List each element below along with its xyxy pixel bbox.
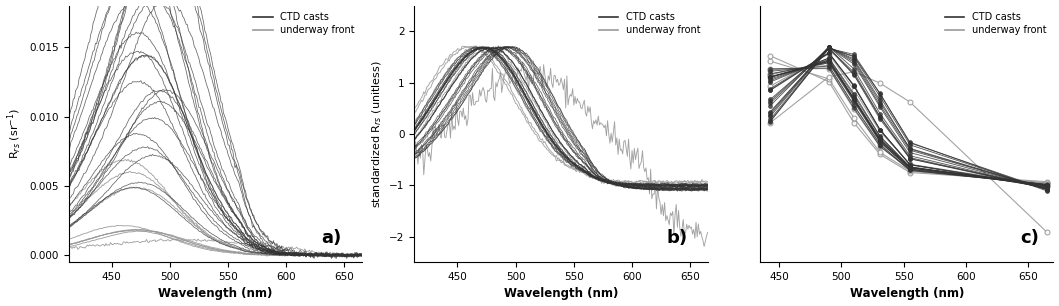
Text: a): a) [321,229,341,247]
X-axis label: Wavelength (nm): Wavelength (nm) [504,287,618,300]
X-axis label: Wavelength (nm): Wavelength (nm) [158,287,272,300]
Y-axis label: R$_{rs}$ (sr$^{-1}$): R$_{rs}$ (sr$^{-1}$) [5,108,23,159]
Legend: CTD casts, underway front: CTD casts, underway front [251,10,357,37]
Y-axis label: standardized R$_{rs}$ (unitless): standardized R$_{rs}$ (unitless) [371,60,383,208]
Legend: CTD casts, underway front: CTD casts, underway front [597,10,703,37]
Text: c): c) [1020,229,1039,247]
Legend: CTD casts, underway front: CTD casts, underway front [943,10,1048,37]
Text: b): b) [666,229,687,247]
X-axis label: Wavelength (nm): Wavelength (nm) [849,287,964,300]
